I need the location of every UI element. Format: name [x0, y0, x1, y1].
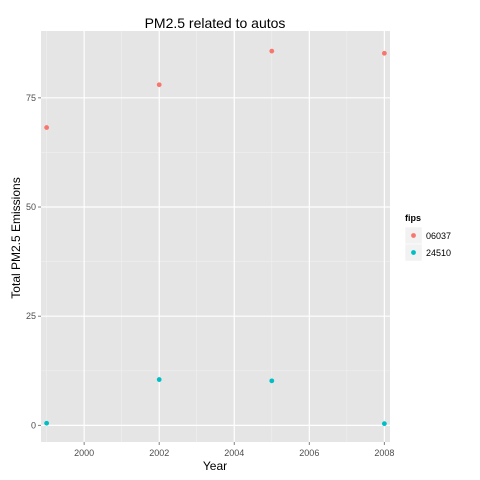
data-point-06037	[156, 82, 162, 88]
x-tick-label: 2004	[224, 448, 244, 458]
data-point-24510	[269, 378, 275, 384]
legend-label: 06037	[426, 231, 451, 241]
data-point-24510	[44, 420, 50, 426]
gridlines	[41, 31, 390, 442]
chart-title: PM2.5 related to autos	[145, 15, 286, 31]
data-point-06037	[44, 125, 50, 130]
y-tick-label: 0	[31, 420, 36, 430]
y-tick-label: 75	[26, 93, 36, 103]
y-tick-label: 50	[26, 202, 36, 212]
data-point-06037	[381, 50, 387, 56]
legend-title: fips	[405, 213, 421, 223]
legend-label: 24510	[426, 248, 451, 258]
x-tick-label: 2006	[299, 448, 319, 458]
data-point-24510	[381, 421, 387, 427]
data-points	[44, 48, 387, 427]
x-tick-label: 2002	[149, 448, 169, 458]
y-tick-label: 25	[26, 311, 36, 321]
x-tick-label: 2008	[374, 448, 394, 458]
data-point-24510	[156, 377, 162, 382]
axis-ticks: 2000 2002 2004 2006 2008 0 25 50 75	[26, 93, 394, 458]
y-axis-title: Total PM2.5 Emissions	[9, 177, 23, 298]
legend: fips 06037 24510	[404, 213, 451, 262]
data-point-06037	[269, 48, 275, 54]
legend-marker	[411, 250, 416, 255]
x-tick-label: 2000	[74, 448, 94, 458]
legend-marker	[411, 233, 416, 238]
legend-items: 06037 24510	[404, 226, 451, 262]
plot-panel	[41, 31, 390, 442]
x-axis-title: Year	[203, 459, 227, 473]
